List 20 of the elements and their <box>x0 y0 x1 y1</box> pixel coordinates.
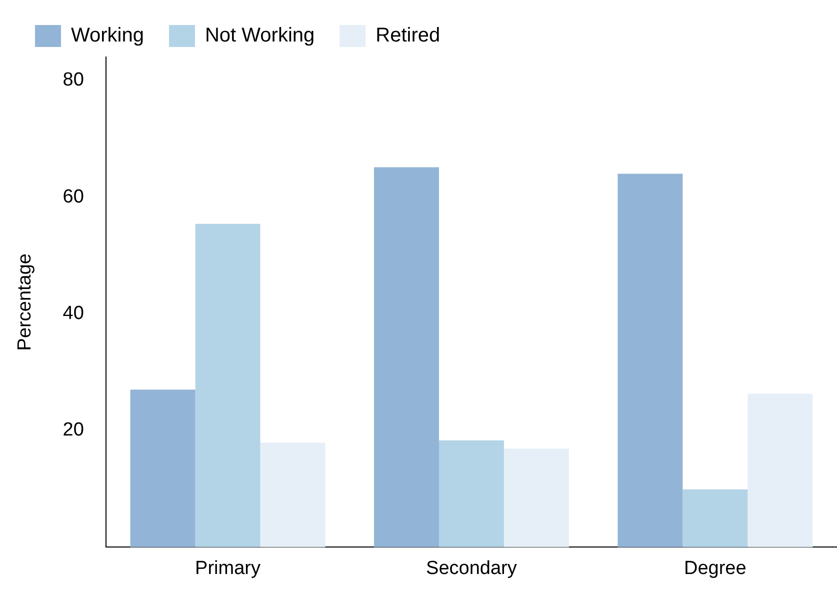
bar <box>682 489 748 548</box>
bar <box>195 224 260 548</box>
y-tick-label: 80 <box>62 70 84 91</box>
bar <box>260 442 326 548</box>
x-tick-label: Primary <box>195 558 261 579</box>
y-tick-label: 20 <box>62 420 84 441</box>
y-tick-label: 60 <box>62 186 84 208</box>
bar <box>438 440 504 548</box>
legend-label: Retired <box>376 24 440 47</box>
bar <box>618 174 683 548</box>
x-tick-label: Degree <box>684 558 746 579</box>
x-tick-label: Secondary <box>426 558 518 579</box>
bar <box>748 394 813 548</box>
y-tick-label: 40 <box>62 303 84 324</box>
legend-label: Not Working <box>204 24 315 47</box>
legend-label: Working <box>71 24 144 47</box>
bar <box>130 390 196 548</box>
bar <box>504 448 569 548</box>
y-axis-title: Percentage <box>14 254 36 351</box>
bar <box>374 167 439 548</box>
